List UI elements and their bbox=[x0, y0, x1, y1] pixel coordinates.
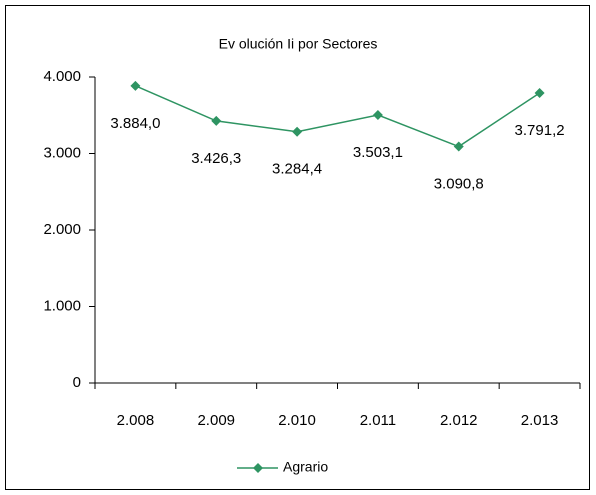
x-tick-label: 2.011 bbox=[360, 412, 396, 429]
x-tick-label: 2.009 bbox=[197, 412, 235, 429]
data-label: 3.884,0 bbox=[110, 115, 160, 132]
y-tick-label: 2.000 bbox=[43, 221, 81, 238]
x-tick-label: 2.013 bbox=[521, 412, 559, 429]
chart-frame bbox=[5, 5, 590, 490]
x-tick-label: 2.012 bbox=[440, 412, 478, 429]
y-tick-label: 1.000 bbox=[43, 297, 81, 314]
data-label: 3.426,3 bbox=[191, 150, 241, 167]
y-tick-label: 4.000 bbox=[43, 68, 81, 85]
data-point bbox=[130, 80, 141, 91]
data-label: 3.090,8 bbox=[434, 176, 484, 193]
data-label: 3.503,1 bbox=[353, 144, 403, 161]
data-point bbox=[534, 87, 545, 98]
legend-marker bbox=[253, 463, 263, 473]
data-point bbox=[211, 115, 222, 126]
x-tick-label: 2.008 bbox=[117, 412, 155, 429]
chart-title: Ev olución Ii por Sectores bbox=[219, 36, 378, 52]
x-tick-label: 2.010 bbox=[278, 412, 316, 429]
data-label: 3.284,4 bbox=[272, 161, 322, 178]
y-tick-label: 3.000 bbox=[43, 144, 81, 161]
data-line bbox=[135, 85, 540, 148]
y-tick-label: 0 bbox=[73, 374, 81, 391]
data-point bbox=[453, 141, 464, 152]
data-point bbox=[292, 126, 303, 137]
data-point bbox=[372, 110, 383, 121]
data-label: 3.791,2 bbox=[515, 122, 565, 139]
legend-label: Agrario bbox=[283, 459, 328, 475]
